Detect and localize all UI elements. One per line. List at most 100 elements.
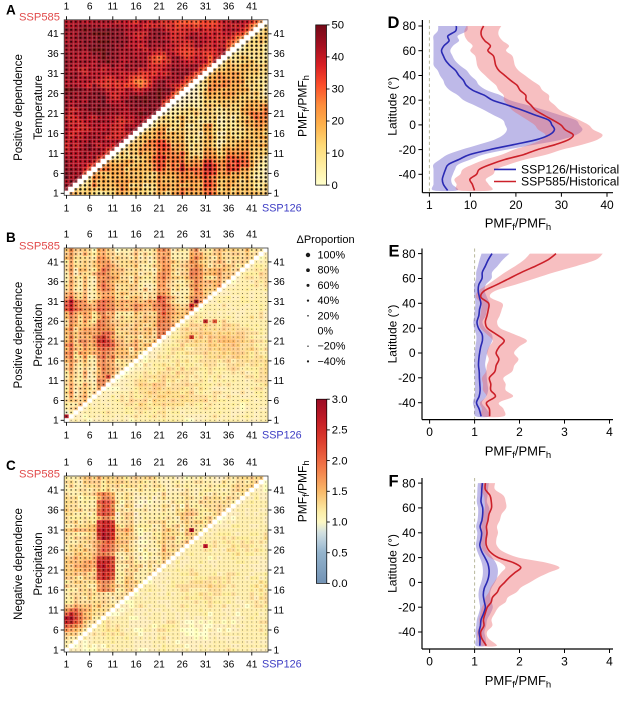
svg-text:11: 11 xyxy=(108,431,119,442)
svg-text:36: 36 xyxy=(47,505,59,516)
svg-text:PMFf/PMFh: PMFf/PMFh xyxy=(295,460,312,522)
svg-text:36: 36 xyxy=(47,277,59,288)
svg-text:40: 40 xyxy=(402,526,416,540)
svg-text:36: 36 xyxy=(47,49,59,60)
svg-text:−20%: −20% xyxy=(318,341,346,353)
svg-text:SSP585: SSP585 xyxy=(19,469,60,481)
svg-text:1: 1 xyxy=(274,416,280,427)
svg-text:16: 16 xyxy=(130,457,142,468)
svg-text:31: 31 xyxy=(47,525,59,536)
svg-text:Latitude (°): Latitude (°) xyxy=(386,305,400,364)
svg-text:20: 20 xyxy=(509,198,523,212)
svg-text:−40%: −40% xyxy=(318,356,346,368)
svg-text:26: 26 xyxy=(177,229,189,240)
svg-text:26: 26 xyxy=(177,659,189,670)
svg-text:6: 6 xyxy=(87,659,93,670)
svg-text:80: 80 xyxy=(402,247,416,261)
svg-text:30: 30 xyxy=(555,198,569,212)
svg-text:1.0: 1.0 xyxy=(332,517,348,529)
svg-text:41: 41 xyxy=(47,29,59,40)
svg-text:2.0: 2.0 xyxy=(332,455,348,467)
svg-text:16: 16 xyxy=(130,659,142,670)
svg-text:11: 11 xyxy=(108,229,119,240)
svg-text:60%: 60% xyxy=(318,280,340,292)
svg-text:Positive dependence: Positive dependence xyxy=(13,282,25,389)
svg-text:26: 26 xyxy=(177,431,189,442)
svg-text:A: A xyxy=(6,3,16,18)
svg-text:21: 21 xyxy=(154,659,166,670)
svg-text:1: 1 xyxy=(471,655,478,669)
svg-text:100%: 100% xyxy=(318,250,346,262)
svg-text:26: 26 xyxy=(47,89,59,100)
svg-text:3.0: 3.0 xyxy=(332,394,348,406)
svg-text:1: 1 xyxy=(53,189,59,200)
svg-text:6: 6 xyxy=(53,396,59,407)
svg-text:16: 16 xyxy=(47,129,59,140)
svg-text:0.5: 0.5 xyxy=(332,547,348,559)
svg-text:3: 3 xyxy=(561,655,568,669)
svg-text:26: 26 xyxy=(47,317,59,328)
svg-text:16: 16 xyxy=(130,203,142,214)
svg-text:11: 11 xyxy=(274,149,285,160)
svg-text:D: D xyxy=(388,14,400,32)
svg-text:16: 16 xyxy=(130,431,142,442)
svg-text:Latitude (°): Latitude (°) xyxy=(386,534,400,593)
svg-text:B: B xyxy=(6,230,16,245)
svg-text:6: 6 xyxy=(87,431,93,442)
svg-text:4: 4 xyxy=(606,655,613,669)
svg-text:6: 6 xyxy=(53,169,59,180)
svg-text:26: 26 xyxy=(177,203,189,214)
svg-text:40%: 40% xyxy=(318,295,340,307)
svg-text:1: 1 xyxy=(64,457,70,468)
svg-text:1: 1 xyxy=(64,431,70,442)
svg-text:21: 21 xyxy=(274,337,286,348)
svg-text:36: 36 xyxy=(223,659,235,670)
svg-text:80: 80 xyxy=(402,476,416,490)
svg-text:41: 41 xyxy=(274,257,286,268)
svg-text:36: 36 xyxy=(274,49,286,60)
svg-text:SSP126: SSP126 xyxy=(262,658,302,670)
svg-text:36: 36 xyxy=(223,203,235,214)
svg-text:11: 11 xyxy=(108,659,119,670)
svg-text:16: 16 xyxy=(47,356,59,367)
svg-text:31: 31 xyxy=(47,69,59,80)
svg-text:PMFf/PMFh: PMFf/PMFh xyxy=(485,673,551,691)
svg-text:Precipitation: Precipitation xyxy=(33,532,45,595)
svg-text:2: 2 xyxy=(516,655,523,669)
svg-text:60: 60 xyxy=(402,501,416,515)
svg-text:C: C xyxy=(6,458,16,473)
svg-text:21: 21 xyxy=(47,109,59,120)
svg-text:2.5: 2.5 xyxy=(332,425,348,437)
svg-text:16: 16 xyxy=(130,229,142,240)
svg-text:31: 31 xyxy=(274,525,286,536)
svg-text:21: 21 xyxy=(154,2,166,13)
svg-text:41: 41 xyxy=(246,203,258,214)
svg-text:16: 16 xyxy=(47,585,59,596)
svg-text:80: 80 xyxy=(403,19,417,33)
svg-text:21: 21 xyxy=(154,457,166,468)
svg-text:1.5: 1.5 xyxy=(332,486,348,498)
svg-text:Temperature: Temperature xyxy=(33,75,45,140)
svg-text:50: 50 xyxy=(332,20,345,32)
svg-text:ΔProportion: ΔProportion xyxy=(297,234,355,246)
svg-text:6: 6 xyxy=(87,2,93,13)
svg-text:21: 21 xyxy=(274,565,286,576)
svg-text:F: F xyxy=(389,472,399,490)
svg-text:21: 21 xyxy=(47,565,59,576)
svg-text:0.0: 0.0 xyxy=(332,578,348,590)
svg-text:6: 6 xyxy=(87,457,93,468)
svg-text:20: 20 xyxy=(402,551,416,565)
svg-text:16: 16 xyxy=(274,585,286,596)
svg-text:10: 10 xyxy=(464,198,478,212)
svg-text:PMFf/PMFh: PMFf/PMFh xyxy=(295,75,312,137)
svg-text:26: 26 xyxy=(47,545,59,556)
svg-text:1: 1 xyxy=(64,229,70,240)
svg-text:Latitude (°): Latitude (°) xyxy=(386,77,400,136)
svg-text:40: 40 xyxy=(600,198,614,212)
svg-text:31: 31 xyxy=(47,297,59,308)
svg-text:0: 0 xyxy=(409,118,416,132)
svg-text:20: 20 xyxy=(403,93,417,107)
svg-text:26: 26 xyxy=(177,457,189,468)
svg-text:11: 11 xyxy=(108,457,119,468)
svg-text:80%: 80% xyxy=(318,265,340,277)
